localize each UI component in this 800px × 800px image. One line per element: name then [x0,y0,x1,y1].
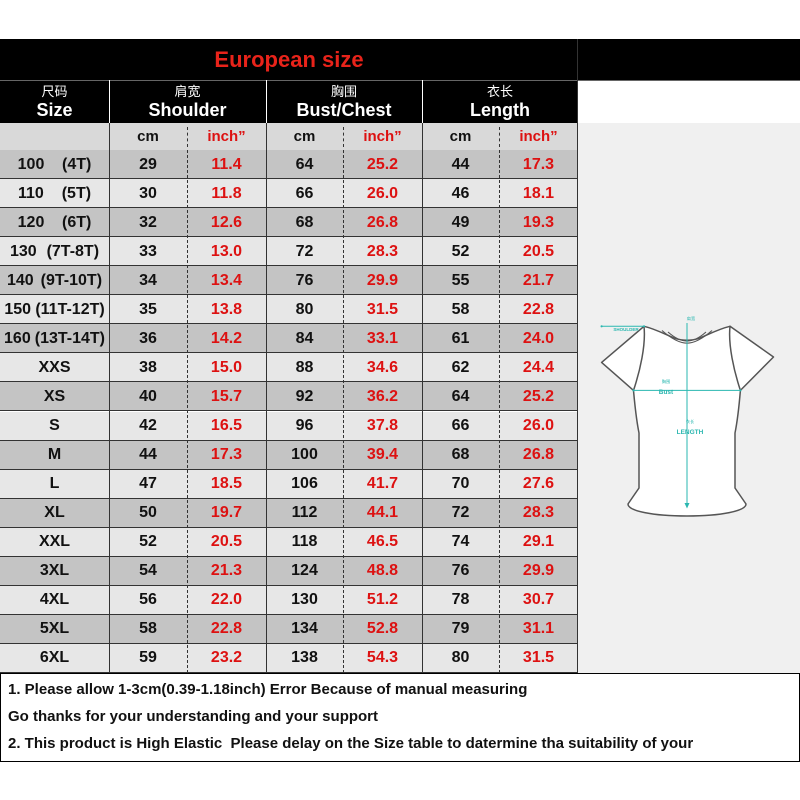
svg-text:肩宽: 肩宽 [687,315,696,322]
svg-text:胸围: 胸围 [662,378,670,385]
svg-text:LENGTH: LENGTH [677,429,704,436]
svg-text:Bust: Bust [659,389,674,396]
svg-text:SHOULDER: SHOULDER [613,327,639,332]
svg-text:衣长: 衣长 [686,418,695,425]
